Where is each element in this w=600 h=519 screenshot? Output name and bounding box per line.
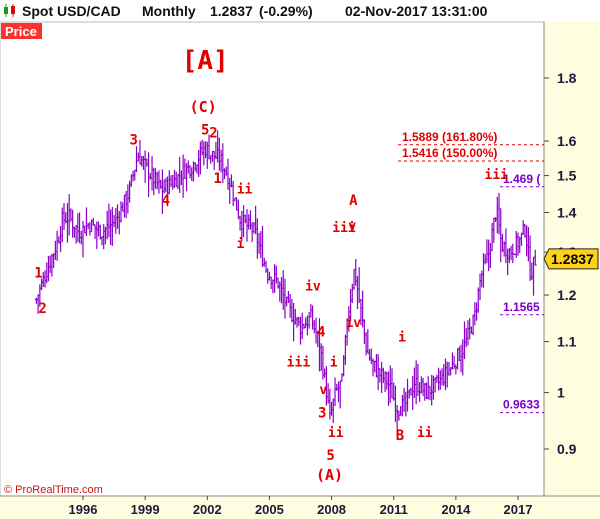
x-tick-label: 2017 [504,502,533,517]
last-price-tag: 1.2837 [543,248,599,270]
candlestick-icon [4,4,15,17]
title-bar [0,0,600,22]
price-panel-label-text: Price [5,24,37,39]
x-tick-label: 2008 [317,502,346,517]
copyright-text: © ProRealTime.com [4,484,103,496]
wave-label: i [330,355,338,370]
wave-label: [A] [182,46,229,76]
wave-label: v [319,383,327,398]
wave-label: A [349,193,358,209]
fib-level-label: 0.9633 [503,398,540,412]
fib-level-label: 1.1565 [503,300,540,314]
price-panel-label-bg [1,23,42,39]
wave-label: 3 [318,405,326,421]
y-tick-label: 1.8 [557,70,577,86]
wave-label: iv [345,316,361,331]
x-tick-label: 2014 [441,502,471,517]
wave-label: 4 [317,325,325,341]
wave-label: iv [305,280,321,295]
wave-label: iii [485,168,509,183]
wave-label: 3 [130,132,138,148]
symbol-label: Spot USD/CAD [22,3,121,19]
last-price-tag-text: 1.2837 [551,251,594,267]
wave-label: ii [237,183,253,198]
wave-label: iii [332,221,356,236]
x-tick-label: 2002 [193,502,222,517]
wave-label: i [237,237,245,252]
price-panel-label: Price [1,23,42,39]
wave-label: 5 [326,448,334,464]
wave-label: ii [328,426,344,441]
fibonacci-levels: 1.5889 (161.80%) 1.5416 (150.00%) 1.469 ( 1… [398,130,544,414]
x-tick-label: 2011 [380,502,408,517]
x-tick-label: 1996 [69,502,98,517]
y-tick-label: 0.9 [557,441,577,457]
wave-label: iii [287,355,311,370]
price-bars [34,130,537,436]
datetime-label: 02-Nov-2017 13:31:00 [345,3,488,19]
fib-level-label: 1.5416 (150.00%) [402,146,497,160]
y-tick-label: 1.6 [557,133,577,149]
period-label: Monthly [142,3,196,19]
wave-label: (C) [190,98,217,116]
wave-label: 5 [201,122,209,138]
y-tick-label: 1.5 [557,168,577,184]
fib-level-label: 1.469 ( [503,172,540,186]
time-axis-background [0,496,600,519]
wave-label: 2 [209,126,217,142]
wave-label: i [398,331,406,346]
wave-label: 1 [213,171,221,187]
wave-label: 4 [162,193,170,209]
x-tick-label: 1999 [131,502,160,517]
wave-label: ii [417,426,433,441]
y-tick-label: 1.4 [557,205,577,221]
change-label: (-0.29%) [259,3,313,19]
wave-label: (A) [316,466,343,484]
plot-frame [0,21,545,497]
wave-label: 2 [38,301,46,317]
plot-area[interactable] [0,21,545,497]
y-tick-label: 1.1 [557,334,577,350]
wave-label: B [396,428,404,444]
y-tick-label: 1.2 [557,287,577,303]
fib-level-label: 1.5889 (161.80%) [402,130,497,144]
y-tick-label: 1 [557,385,565,401]
chart-header: Spot USD/CAD Monthly 1.2837 (-0.29%) 02-… [2,3,488,19]
x-tick-label: 2005 [255,502,284,517]
time-axis[interactable]: 1996 1999 2002 2005 2008 2011 2014 2017 [0,495,600,519]
wave-label: 1 [34,265,42,281]
last-price-tag-bg [543,248,599,270]
last-price-label: 1.2837 [210,3,253,19]
wave-label: v [348,219,356,234]
